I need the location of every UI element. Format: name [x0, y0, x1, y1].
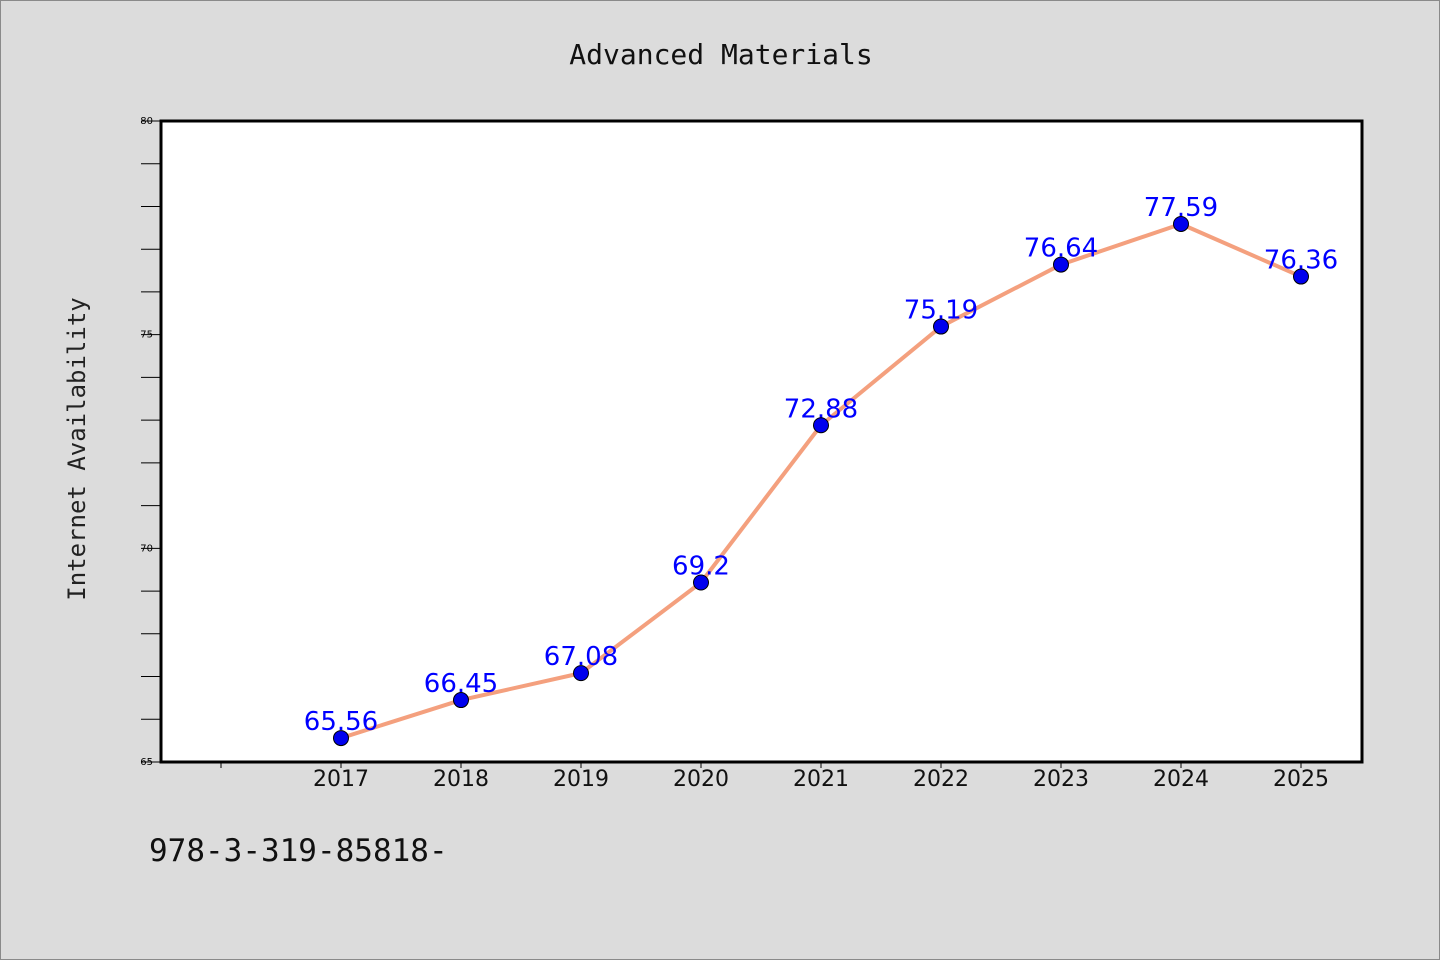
chart-title: Advanced Materials	[569, 38, 872, 71]
y-tick-label: 75	[140, 330, 153, 341]
footnote-text: 978-3-319-85818-	[149, 833, 448, 869]
y-tick-label: 65	[140, 757, 153, 768]
data-point-marker	[453, 692, 469, 709]
data-point-marker	[333, 730, 349, 747]
x-tick-label: 2017	[313, 767, 369, 792]
y-tick-label: 80	[140, 116, 153, 127]
x-tick-label: 2024	[1153, 767, 1209, 792]
x-tick-label: 2022	[913, 767, 969, 792]
y-axis-label: Internet Availability	[63, 297, 91, 600]
y-axis: 65 70 75 80	[140, 116, 161, 768]
x-axis: 2017 2018 2019 2020 2021 2022 2023 2024 2025	[220, 762, 1329, 792]
x-tick-label: 2021	[793, 767, 849, 792]
series-group: 65.5666.4567.0869.272.8875.1976.6477.597…	[304, 193, 1338, 747]
data-point-marker	[1053, 256, 1069, 273]
x-tick-label: 2020	[673, 767, 729, 792]
plot-area	[159, 119, 1364, 764]
data-point-marker	[1293, 268, 1309, 285]
data-point-marker	[693, 574, 709, 591]
x-tick-label: 2025	[1273, 767, 1329, 792]
x-tick-label: 2019	[553, 767, 609, 792]
data-point-marker	[813, 417, 829, 434]
x-tick-label: 2023	[1033, 767, 1089, 792]
data-point-marker	[933, 318, 949, 335]
data-point-marker	[573, 665, 589, 682]
data-point-marker	[1173, 215, 1189, 232]
x-tick-label: 2018	[433, 767, 489, 792]
y-tick-label: 70	[140, 543, 153, 554]
